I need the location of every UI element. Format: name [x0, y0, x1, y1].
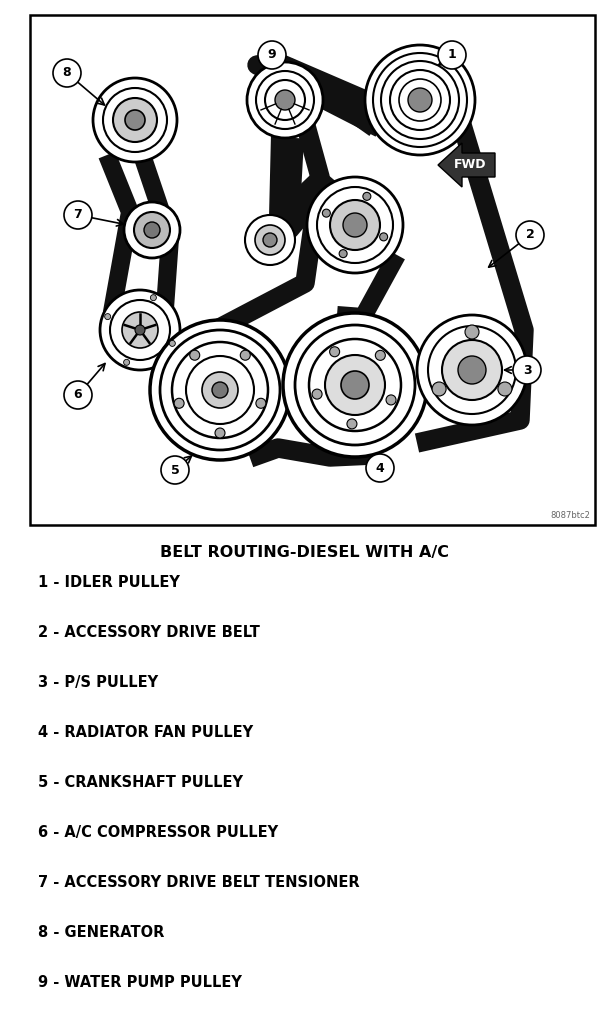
- Circle shape: [64, 201, 92, 229]
- Circle shape: [498, 382, 512, 396]
- Circle shape: [322, 209, 330, 217]
- Circle shape: [255, 225, 285, 255]
- Circle shape: [390, 70, 450, 130]
- Circle shape: [408, 88, 432, 112]
- Circle shape: [465, 325, 479, 339]
- Circle shape: [438, 41, 466, 69]
- Text: 8: 8: [63, 67, 71, 80]
- Circle shape: [174, 398, 184, 409]
- Circle shape: [386, 395, 396, 404]
- Circle shape: [172, 342, 268, 438]
- Circle shape: [161, 456, 189, 484]
- Polygon shape: [438, 143, 495, 187]
- Circle shape: [343, 213, 367, 237]
- Circle shape: [513, 356, 541, 384]
- Text: 3 - P/S PULLEY: 3 - P/S PULLEY: [38, 675, 158, 690]
- Circle shape: [329, 347, 340, 356]
- Circle shape: [295, 325, 415, 445]
- Text: 1 - IDLER PULLEY: 1 - IDLER PULLEY: [38, 575, 180, 590]
- Circle shape: [381, 61, 459, 139]
- Circle shape: [366, 454, 394, 482]
- Circle shape: [379, 232, 388, 241]
- Circle shape: [215, 428, 225, 438]
- Text: 6 - A/C COMPRESSOR PULLEY: 6 - A/C COMPRESSOR PULLEY: [38, 825, 278, 840]
- Circle shape: [339, 250, 347, 258]
- Circle shape: [150, 295, 157, 301]
- Circle shape: [458, 356, 486, 384]
- Circle shape: [309, 339, 401, 431]
- Circle shape: [241, 350, 250, 360]
- Circle shape: [341, 371, 369, 399]
- Text: 8 - GENERATOR: 8 - GENERATOR: [38, 925, 164, 940]
- Circle shape: [375, 350, 385, 360]
- Text: 7 - ACCESSORY DRIVE BELT TENSIONER: 7 - ACCESSORY DRIVE BELT TENSIONER: [38, 874, 360, 890]
- Circle shape: [144, 222, 160, 238]
- Text: 1: 1: [448, 48, 456, 61]
- Text: FWD: FWD: [454, 159, 486, 171]
- Circle shape: [417, 315, 527, 425]
- Circle shape: [256, 398, 266, 409]
- Circle shape: [212, 382, 228, 398]
- Circle shape: [247, 62, 323, 138]
- Circle shape: [150, 319, 290, 460]
- Circle shape: [317, 187, 393, 263]
- Circle shape: [330, 200, 380, 250]
- Text: 6: 6: [74, 388, 82, 401]
- Circle shape: [263, 233, 277, 247]
- Circle shape: [202, 372, 238, 408]
- Circle shape: [190, 350, 200, 360]
- Circle shape: [103, 88, 167, 152]
- Text: 5 - CRANKSHAFT PULLEY: 5 - CRANKSHAFT PULLEY: [38, 775, 243, 790]
- Text: 3: 3: [523, 364, 531, 377]
- Circle shape: [373, 53, 467, 147]
- Circle shape: [53, 59, 81, 87]
- Circle shape: [428, 326, 516, 414]
- Circle shape: [363, 193, 371, 201]
- Circle shape: [399, 79, 441, 121]
- Circle shape: [169, 340, 175, 346]
- Circle shape: [113, 98, 157, 142]
- Circle shape: [110, 300, 170, 360]
- Text: 7: 7: [74, 209, 82, 221]
- Circle shape: [122, 312, 158, 348]
- Text: 5: 5: [171, 464, 180, 476]
- Circle shape: [125, 110, 145, 130]
- Circle shape: [100, 290, 180, 370]
- Text: 2 - ACCESSORY DRIVE BELT: 2 - ACCESSORY DRIVE BELT: [38, 625, 260, 640]
- Text: BELT ROUTING-DIESEL WITH A/C: BELT ROUTING-DIESEL WITH A/C: [160, 545, 448, 560]
- Circle shape: [347, 419, 357, 429]
- Circle shape: [93, 78, 177, 162]
- Circle shape: [442, 340, 502, 400]
- Circle shape: [186, 356, 254, 424]
- Circle shape: [258, 41, 286, 69]
- Circle shape: [312, 389, 322, 399]
- Circle shape: [265, 80, 305, 120]
- Circle shape: [135, 325, 145, 335]
- Circle shape: [365, 45, 475, 155]
- Text: 2: 2: [526, 228, 534, 242]
- Bar: [30, 15, 595, 525]
- Text: 9 - WATER PUMP PULLEY: 9 - WATER PUMP PULLEY: [38, 975, 242, 990]
- Circle shape: [105, 313, 111, 319]
- Circle shape: [245, 215, 295, 265]
- Text: 9: 9: [268, 48, 276, 61]
- Circle shape: [124, 202, 180, 258]
- Circle shape: [283, 313, 427, 457]
- Circle shape: [256, 71, 314, 129]
- Text: 8087btc2: 8087btc2: [550, 511, 590, 520]
- Circle shape: [516, 221, 544, 249]
- Circle shape: [64, 381, 92, 409]
- Circle shape: [307, 177, 403, 273]
- Circle shape: [432, 382, 446, 396]
- Text: 4: 4: [376, 462, 384, 474]
- Circle shape: [275, 90, 295, 110]
- Text: 4 - RADIATOR FAN PULLEY: 4 - RADIATOR FAN PULLEY: [38, 725, 253, 740]
- Circle shape: [124, 359, 130, 366]
- Circle shape: [325, 355, 385, 415]
- Circle shape: [160, 330, 280, 450]
- Circle shape: [134, 212, 170, 248]
